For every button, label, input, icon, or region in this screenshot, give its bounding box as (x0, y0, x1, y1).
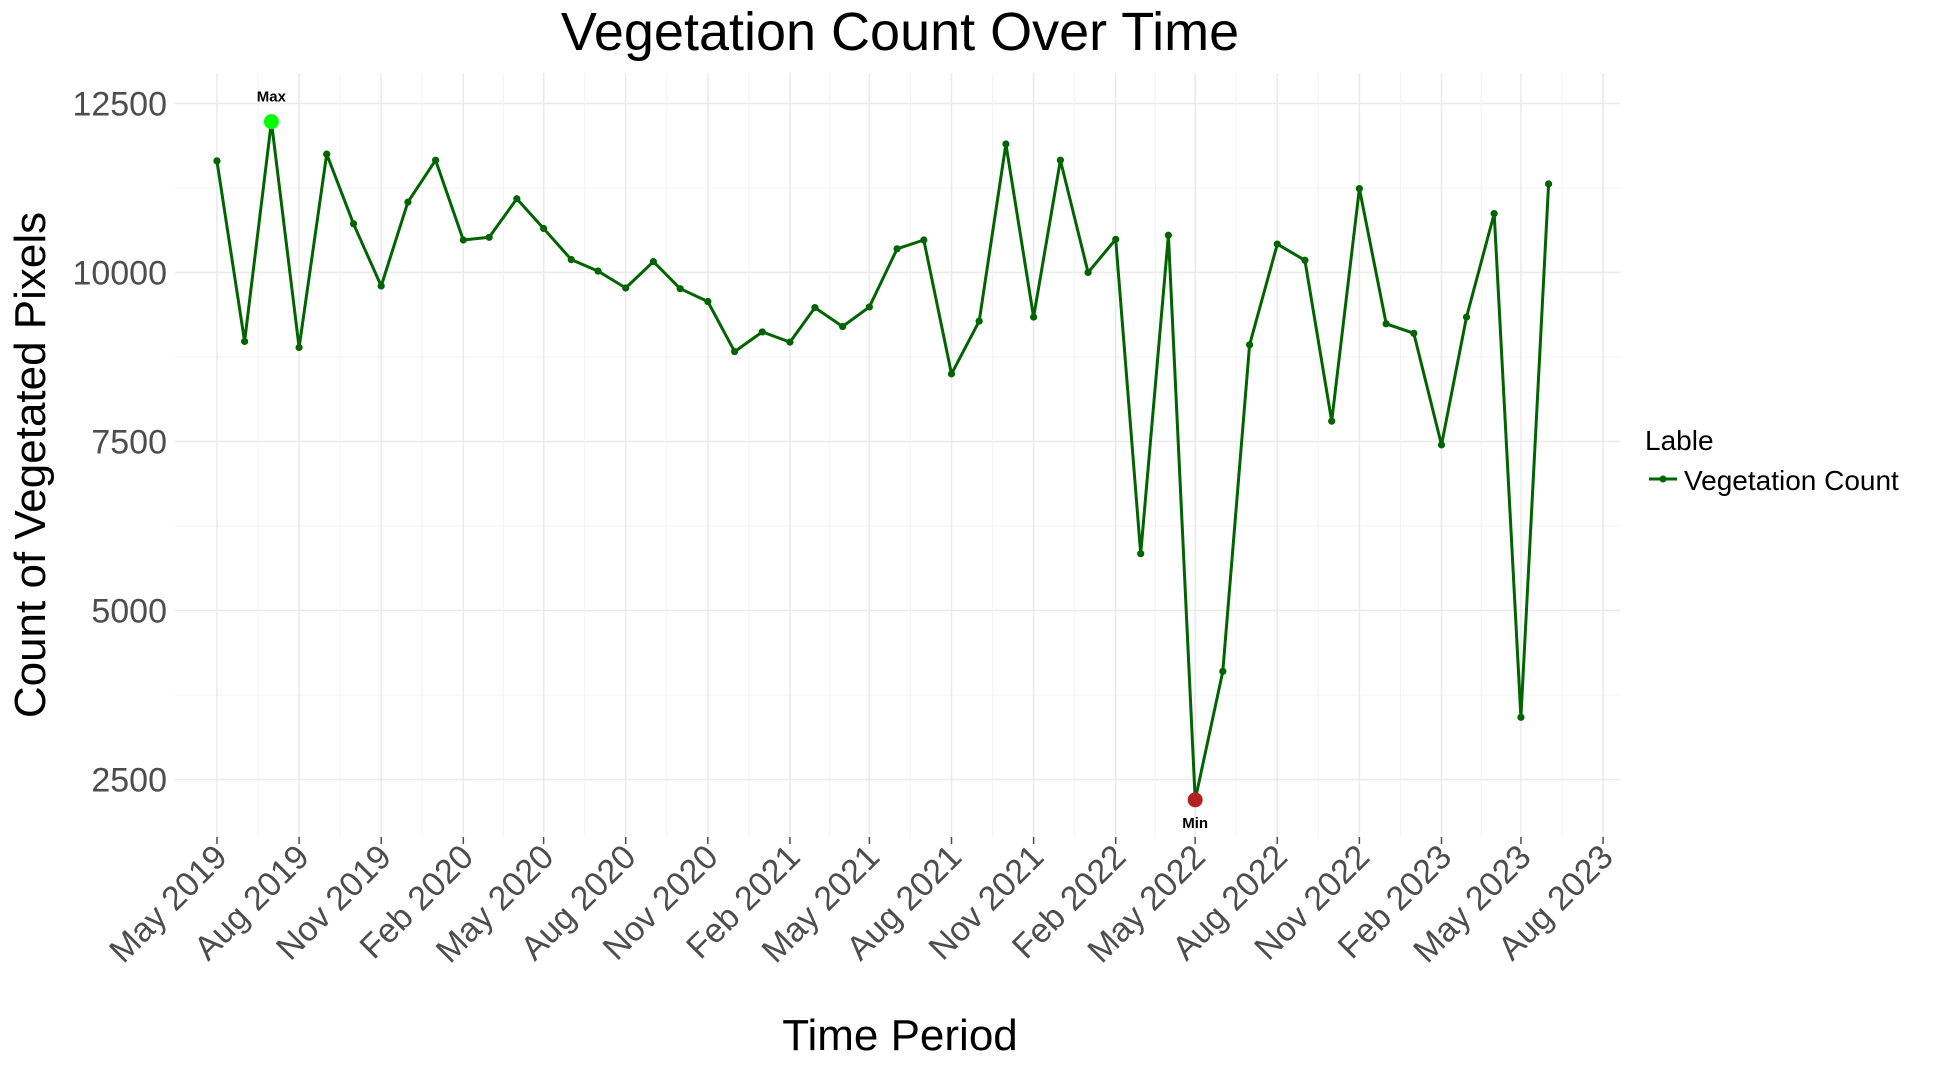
y-axis-tick-labels: 2500 5000 7500 10000 12500 (72, 85, 167, 799)
data-point (241, 337, 249, 346)
data-point (649, 258, 657, 266)
data-point (1437, 441, 1446, 449)
data-point (811, 304, 819, 312)
data-point (1410, 329, 1418, 337)
y-tick-label: 12500 (72, 85, 167, 123)
y-axis-title: Count of Vegetated Pixels (6, 212, 55, 718)
data-point (404, 198, 412, 206)
data-point (1273, 240, 1281, 248)
data-point (1355, 185, 1363, 193)
data-point (1056, 156, 1064, 164)
data-point (295, 343, 303, 352)
data-point (1544, 180, 1553, 188)
series-line (215, 120, 1551, 802)
x-axis-title: Time Period (782, 1011, 1018, 1060)
data-point (676, 285, 684, 293)
data-point (786, 338, 794, 346)
chart-title: Vegetation Count Over Time (561, 2, 1239, 62)
data-point (459, 236, 467, 244)
legend-title: Lable (1645, 425, 1714, 456)
data-point (1137, 550, 1145, 558)
grid-lines (175, 73, 1620, 844)
data-point (975, 317, 983, 325)
y-tick-label: 2500 (91, 762, 167, 800)
max-label: Max (257, 89, 287, 106)
data-point (1328, 417, 1336, 425)
y-tick-label: 5000 (91, 593, 167, 631)
data-point (839, 322, 847, 331)
y-tick-label: 7500 (91, 423, 167, 461)
data-point (920, 236, 928, 244)
max-point (263, 114, 279, 130)
data-point (1517, 713, 1525, 721)
y-tick-label: 10000 (72, 254, 167, 292)
legend-key-point (1659, 475, 1667, 483)
data-point (540, 224, 548, 233)
data-point (1164, 231, 1172, 239)
data-point (1462, 313, 1471, 321)
data-point (377, 282, 385, 290)
legend: Lable Vegetation Count (1645, 425, 1899, 496)
data-point (893, 245, 901, 253)
data-point (1084, 268, 1092, 277)
data-point (758, 328, 766, 336)
data-point (622, 284, 630, 292)
annotations: Max Min (257, 89, 1208, 832)
data-point (1246, 341, 1254, 349)
data-point (1382, 320, 1390, 328)
data-point (323, 150, 331, 158)
data-point (567, 256, 575, 264)
data-point (594, 267, 602, 275)
data-point (731, 347, 739, 356)
data-point (1490, 210, 1498, 218)
legend-entry-label: Vegetation Count (1684, 465, 1899, 496)
data-point (1301, 256, 1309, 264)
data-point (865, 303, 873, 311)
data-point (1112, 235, 1120, 243)
data-point (1002, 140, 1010, 148)
data-point (513, 195, 521, 203)
data-point (1219, 667, 1227, 675)
data-point (213, 157, 221, 165)
data-point (704, 297, 712, 306)
data-point (485, 233, 493, 241)
data-point (1030, 313, 1038, 321)
data-point (349, 220, 358, 228)
plot-area (213, 118, 1553, 804)
data-point (947, 370, 956, 378)
min-label: Min (1182, 815, 1208, 832)
data-point (432, 156, 440, 164)
min-point (1187, 792, 1203, 808)
